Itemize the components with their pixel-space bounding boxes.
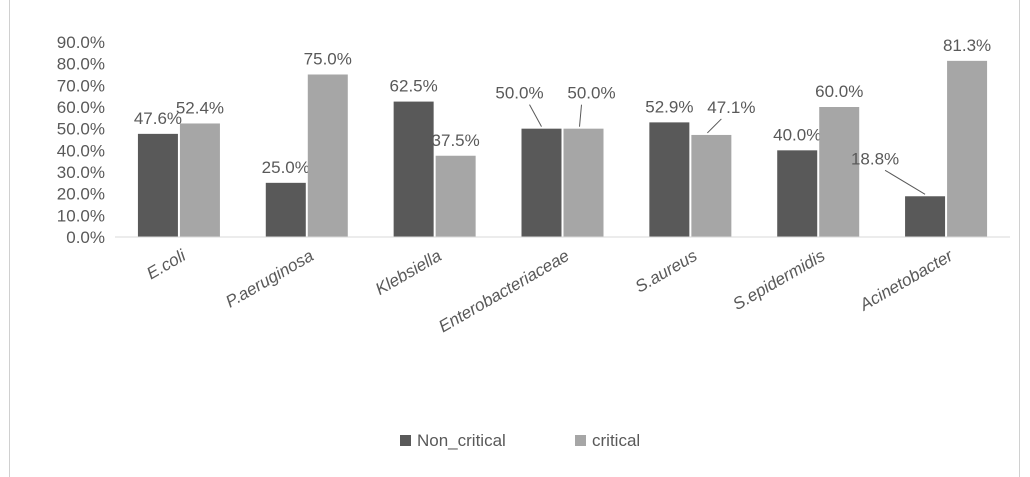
- leader-line: [529, 104, 542, 127]
- chart-frame: 0.0% 10.0% 20.0% 30.0% 40.0% 50.0% 60.0% 70.0% 8…: [9, 0, 1020, 477]
- y-tick-label: 50.0%: [57, 120, 105, 139]
- y-tick-label: 20.0%: [57, 185, 105, 204]
- leader-line: [884, 169, 926, 195]
- data-label: 52.4%: [176, 98, 224, 117]
- legend-label: Non_critical: [417, 431, 506, 450]
- y-tick-label: 90.0%: [57, 33, 105, 52]
- legend-swatch-critical: [575, 435, 586, 446]
- y-tick-label: 80.0%: [57, 55, 105, 74]
- bar-critical: [563, 128, 604, 237]
- data-label: 37.5%: [432, 131, 480, 150]
- bar-non-critical: [905, 196, 946, 237]
- data-label: 60.0%: [815, 82, 863, 101]
- leader-line: [707, 118, 722, 134]
- y-tick-label: 70.0%: [57, 76, 105, 95]
- data-label: 18.8%: [851, 149, 899, 168]
- data-label: 40.0%: [773, 125, 821, 144]
- bar-non-critical: [777, 150, 818, 237]
- bar-critical: [947, 60, 988, 237]
- data-label: 62.5%: [390, 77, 438, 96]
- x-category-label: E.coli: [143, 245, 190, 283]
- bar-non-critical: [137, 133, 178, 237]
- y-tick-label: 30.0%: [57, 163, 105, 182]
- bar-non-critical: [649, 122, 690, 237]
- x-category-label: S.epidermidis: [730, 246, 829, 314]
- legend-swatch-non-critical: [400, 435, 411, 446]
- y-tick-label: 0.0%: [66, 228, 105, 247]
- x-category-label: P.aeruginosa: [222, 246, 316, 311]
- data-label: 50.0%: [495, 84, 543, 103]
- data-label: 81.3%: [943, 36, 991, 55]
- leader-line: [579, 104, 582, 127]
- bar-non-critical: [393, 101, 434, 237]
- bar-critical: [307, 74, 348, 237]
- bar-critical: [819, 107, 860, 237]
- data-label: 25.0%: [262, 158, 310, 177]
- data-label: 47.1%: [707, 98, 755, 117]
- bar-chart: 0.0% 10.0% 20.0% 30.0% 40.0% 50.0% 60.0% 70.0% 8…: [57, 33, 1010, 450]
- y-tick-label: 60.0%: [57, 98, 105, 117]
- data-label: 75.0%: [304, 50, 352, 69]
- bar-non-critical: [521, 128, 562, 237]
- x-category-label: Klebsiella: [372, 246, 445, 299]
- legend-label: critical: [592, 431, 640, 450]
- bar-non-critical: [265, 182, 306, 237]
- x-category-label: Enterobacteriaceae: [435, 246, 572, 336]
- x-category-label: S.aureus: [632, 246, 701, 297]
- data-label: 50.0%: [567, 84, 615, 103]
- bar-critical: [691, 134, 732, 237]
- bar-critical: [179, 123, 220, 237]
- y-tick-label: 10.0%: [57, 206, 105, 225]
- x-category-label: Acinetobacter: [856, 245, 958, 315]
- bar-critical: [435, 155, 476, 237]
- y-tick-label: 40.0%: [57, 141, 105, 160]
- data-label: 47.6%: [134, 109, 182, 128]
- data-label: 52.9%: [645, 97, 693, 116]
